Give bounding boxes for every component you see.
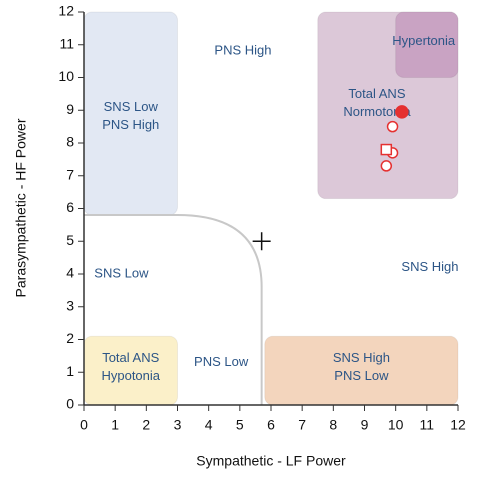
- zone-label: SNS High: [401, 259, 458, 274]
- region-label: Hypertonia: [392, 33, 456, 48]
- y-tick-label: 5: [66, 232, 74, 248]
- y-tick-label: 11: [59, 35, 74, 51]
- x-tick-label: 5: [236, 417, 244, 433]
- y-tick-label: 8: [66, 134, 74, 150]
- x-tick-label: 8: [329, 417, 337, 433]
- zone-label: SNS Low: [94, 265, 149, 280]
- x-tick-label: 6: [267, 417, 275, 433]
- x-tick-label: 4: [205, 417, 213, 433]
- y-tick-label: 7: [66, 166, 74, 182]
- point: [380, 143, 393, 156]
- region-label: Normotonia: [343, 104, 411, 119]
- region: [395, 11, 459, 78]
- y-tick-label: 3: [66, 297, 74, 313]
- boundary-curve: [84, 214, 263, 405]
- x-tick-label: 1: [111, 417, 119, 433]
- y-tick-label: 10: [58, 68, 74, 84]
- y-tick-label: 1: [66, 363, 74, 379]
- x-tick-label: 10: [388, 417, 404, 433]
- point: [386, 120, 399, 133]
- x-tick-label: 9: [361, 417, 369, 433]
- region-label: PNS Low: [334, 368, 389, 383]
- x-tick-label: 11: [420, 417, 435, 433]
- zone-label: PNS Low: [194, 354, 249, 369]
- y-tick-label: 6: [66, 199, 74, 215]
- region-label: SNS High: [333, 350, 390, 365]
- x-tick-label: 2: [142, 417, 150, 433]
- y-tick-label: 2: [66, 330, 74, 346]
- x-tick-label: 3: [174, 417, 182, 433]
- zone-label: PNS High: [214, 43, 271, 58]
- region-label: SNS Low: [104, 99, 159, 114]
- x-tick-label: 7: [298, 417, 306, 433]
- region-label: PNS High: [102, 117, 159, 132]
- x-tick-label: 0: [80, 417, 88, 433]
- region-label: Total ANS: [348, 86, 405, 101]
- y-tick-label: 4: [66, 265, 74, 281]
- y-tick-label: 12: [58, 3, 74, 19]
- point: [380, 160, 393, 172]
- y-axis-label: Parasympathetic - HF Power: [13, 118, 29, 297]
- y-tick-label: 9: [66, 101, 74, 117]
- region-label: Total ANS: [102, 350, 159, 365]
- y-tick-label: 0: [66, 396, 74, 412]
- x-axis-label: Sympathetic - LF Power: [196, 453, 346, 469]
- point: [395, 105, 409, 119]
- x-tick-label: 12: [450, 417, 466, 433]
- center-cross: [252, 232, 271, 251]
- region-label: Hypotonia: [101, 368, 160, 383]
